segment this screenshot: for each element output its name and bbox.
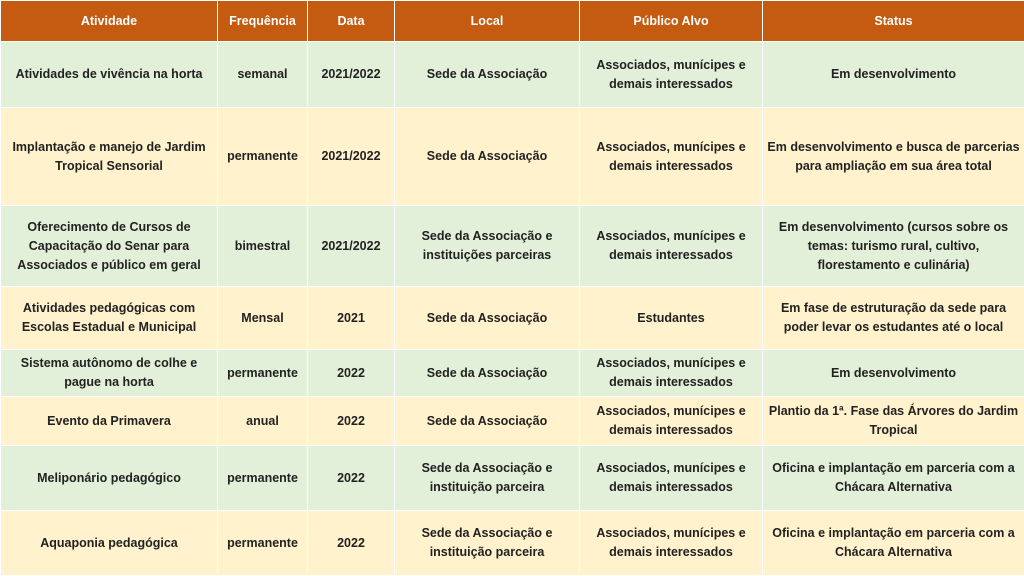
table-cell: 2022 <box>307 445 395 511</box>
table-cell: Associados, munícipes e demais interessa… <box>579 205 763 287</box>
table-cell: permanente <box>217 349 308 397</box>
table-cell: bimestral <box>217 205 308 287</box>
table-cell: Evento da Primavera <box>0 396 218 446</box>
table-cell: 2021 <box>307 286 395 350</box>
table-cell: anual <box>217 396 308 446</box>
column-header: Atividade <box>0 0 218 42</box>
table-cell: 2021/2022 <box>307 41 395 108</box>
table-cell: Oficina e implantação em parceria com a … <box>762 510 1024 576</box>
table-cell: Plantio da 1ª. Fase das Árvores do Jardi… <box>762 396 1024 446</box>
table-cell: Sede da Associação e instituições parcei… <box>394 205 580 287</box>
table-cell: 2022 <box>307 510 395 576</box>
table-cell: permanente <box>217 510 308 576</box>
column-header: Status <box>762 0 1024 42</box>
table-cell: Oferecimento de Cursos de Capacitação do… <box>0 205 218 287</box>
column-header: Local <box>394 0 580 42</box>
table-cell: Atividades de vivência na horta <box>0 41 218 108</box>
table-row: Atividades pedagógicas com Escolas Estad… <box>0 286 1024 350</box>
table-row: Aquaponia pedagógica permanente 2022 Sede d… <box>0 510 1024 576</box>
table-cell: Em desenvolvimento e busca de parcerias … <box>762 107 1024 206</box>
table-cell: Sede da Associação e instituição parceir… <box>394 510 580 576</box>
table-cell: Associados, munícipes e demais interessa… <box>579 349 763 397</box>
table-cell: Em desenvolvimento <box>762 41 1024 108</box>
table-cell: Sede da Associação <box>394 396 580 446</box>
table-cell: Mensal <box>217 286 308 350</box>
table-cell: 2022 <box>307 396 395 446</box>
table-cell: Sistema autônomo de colhe e pague na hor… <box>0 349 218 397</box>
column-header: Público Alvo <box>579 0 763 42</box>
table-cell: Sede da Associação <box>394 349 580 397</box>
table-cell: Aquaponia pedagógica <box>0 510 218 576</box>
table-row: Oferecimento de Cursos de Capacitação do… <box>0 205 1024 287</box>
table-cell: Associados, munícipes e demais interessa… <box>579 396 763 446</box>
table-header: Atividade Frequência Data Local Público Alvo… <box>0 0 1024 42</box>
table-cell: Em fase de estruturação da sede para pod… <box>762 286 1024 350</box>
table-cell: Oficina e implantação em parceria com a … <box>762 445 1024 511</box>
table-cell: Sede da Associação <box>394 107 580 206</box>
table-cell: Associados, munícipes e demais interessa… <box>579 107 763 206</box>
table-cell: 2022 <box>307 349 395 397</box>
table-cell: 2021/2022 <box>307 205 395 287</box>
table-cell: Implantação e manejo de Jardim Tropical … <box>0 107 218 206</box>
table-cell: Meliponário pedagógico <box>0 445 218 511</box>
table-cell: permanente <box>217 445 308 511</box>
table-cell: permanente <box>217 107 308 206</box>
table-cell: Associados, munícipes e demais interessa… <box>579 510 763 576</box>
table-cell: Sede da Associação <box>394 286 580 350</box>
table-row: Meliponário pedagógico permanente 2022 Sede… <box>0 445 1024 511</box>
table-body: Atividades de vivência na horta semanal 20… <box>0 41 1024 576</box>
table-row: Evento da Primavera anual 2022 Sede da Asso… <box>0 396 1024 446</box>
table-cell: Associados, munícipes e demais interessa… <box>579 445 763 511</box>
table-row: Atividades de vivência na horta semanal 20… <box>0 41 1024 108</box>
table-cell: Sede da Associação <box>394 41 580 108</box>
table-cell: semanal <box>217 41 308 108</box>
table-cell: Em desenvolvimento (cursos sobre os tema… <box>762 205 1024 287</box>
table-cell: Em desenvolvimento <box>762 349 1024 397</box>
table-row: Sistema autônomo de colhe e pague na hor… <box>0 349 1024 397</box>
table-cell: Atividades pedagógicas com Escolas Estad… <box>0 286 218 350</box>
column-header: Data <box>307 0 395 42</box>
column-header: Frequência <box>217 0 308 42</box>
table-row: Implantação e manejo de Jardim Tropical … <box>0 107 1024 206</box>
table-cell: Associados, munícipes e demais interessa… <box>579 41 763 108</box>
header-row: Atividade Frequência Data Local Público Alvo… <box>0 0 1024 42</box>
table-cell: 2021/2022 <box>307 107 395 206</box>
table-cell: Estudantes <box>579 286 763 350</box>
table-cell: Sede da Associação e instituição parceir… <box>394 445 580 511</box>
